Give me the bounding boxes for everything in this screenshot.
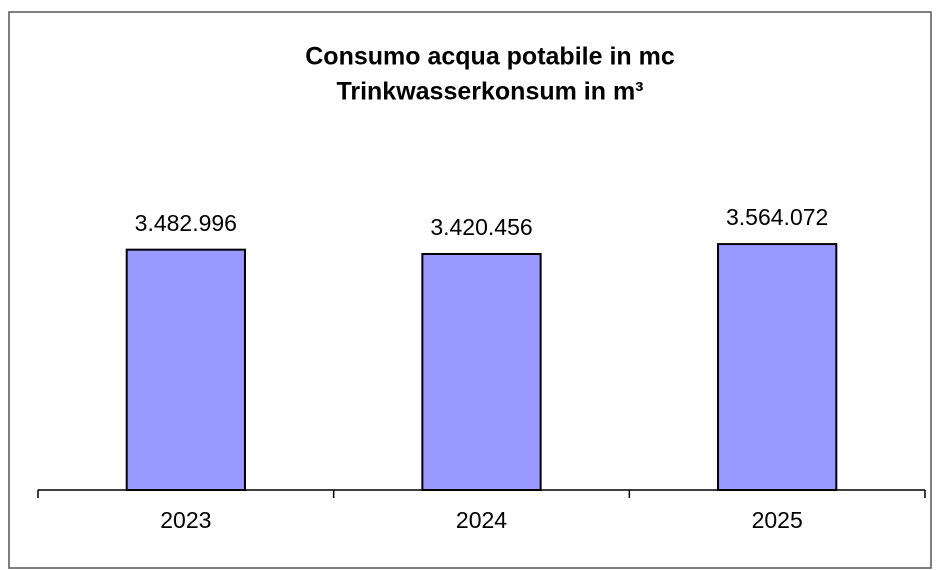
data-label: 3.482.996 — [135, 210, 237, 236]
x-tick-label: 2025 — [752, 507, 803, 533]
x-tick-label: 2024 — [456, 507, 507, 533]
chart-title: Trinkwasserkonsum in m³ — [336, 78, 643, 106]
data-label: 3.420.456 — [430, 214, 532, 240]
bar — [421, 252, 542, 491]
chart-title: Consumo acqua potabile in mc — [305, 43, 675, 71]
bar — [717, 243, 838, 491]
data-label: 3.564.072 — [726, 204, 828, 230]
x-tick-label: 2023 — [160, 507, 211, 533]
bar — [125, 248, 246, 491]
